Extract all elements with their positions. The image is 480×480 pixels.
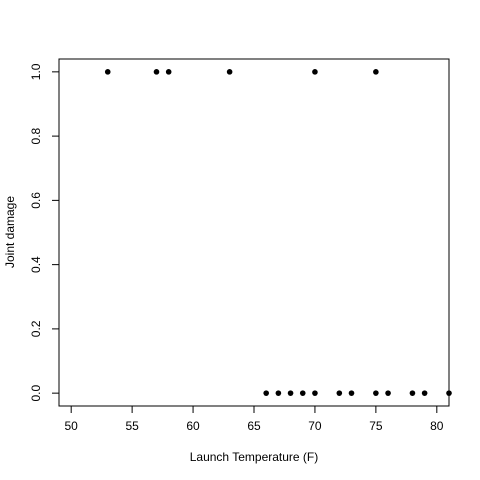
data-point — [373, 390, 379, 396]
data-point — [446, 390, 452, 396]
y-tick-label: 0.0 — [29, 384, 43, 401]
y-tick-label: 0.6 — [29, 192, 43, 209]
data-point — [263, 390, 269, 396]
y-axis-title: Joint damage — [3, 196, 17, 268]
x-tick-label: 70 — [308, 419, 322, 433]
data-point — [348, 390, 355, 396]
plot-frame — [58, 58, 450, 407]
y-tick-label: 0.2 — [29, 320, 43, 337]
y-axis: 0.0 0.2 0.4 0.6 0.8 1.0 — [29, 63, 59, 401]
data-point — [409, 390, 416, 396]
data-point — [336, 390, 343, 396]
data-point — [421, 390, 428, 396]
x-tick-label: 75 — [369, 419, 383, 433]
data-point — [312, 390, 318, 396]
data-point — [299, 390, 306, 396]
x-tick-label: 55 — [125, 419, 139, 433]
data-point — [385, 390, 391, 396]
y-tick-label: 0.8 — [29, 127, 43, 144]
x-tick-label: 80 — [430, 419, 444, 433]
y-tick-label: 1.0 — [29, 63, 43, 80]
x-tick-label: 65 — [247, 419, 261, 433]
data-point — [287, 390, 294, 396]
y-tick-label: 0.4 — [29, 256, 43, 273]
data-point — [373, 69, 379, 75]
data-point — [153, 69, 160, 75]
data-point — [226, 69, 233, 75]
x-axis-title: Launch Temperature (F) — [190, 450, 319, 464]
x-tick-label: 50 — [65, 419, 79, 433]
data-point — [104, 69, 111, 75]
x-axis: 50 55 60 65 70 75 80 — [65, 406, 444, 433]
data-points — [104, 69, 452, 396]
data-point — [275, 390, 282, 396]
x-tick-label: 60 — [186, 419, 200, 433]
data-point — [165, 69, 172, 75]
data-point — [312, 69, 318, 75]
